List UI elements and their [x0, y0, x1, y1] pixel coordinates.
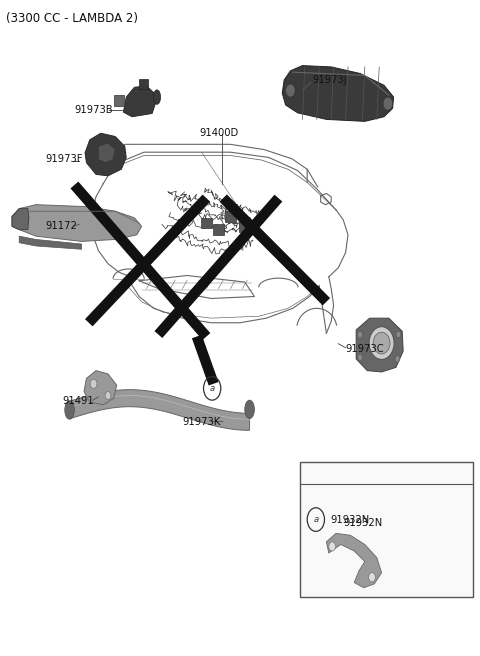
Ellipse shape: [153, 90, 160, 104]
Polygon shape: [326, 533, 382, 588]
Circle shape: [329, 542, 336, 551]
Polygon shape: [98, 143, 115, 163]
Text: 91491: 91491: [62, 396, 94, 407]
Text: a: a: [313, 515, 318, 524]
Polygon shape: [68, 390, 250, 430]
Circle shape: [105, 392, 111, 400]
Text: a: a: [210, 384, 215, 393]
Polygon shape: [123, 86, 156, 117]
Text: 91932N: 91932N: [330, 514, 370, 525]
Ellipse shape: [369, 327, 394, 359]
Circle shape: [396, 331, 401, 338]
Polygon shape: [356, 318, 403, 372]
Polygon shape: [282, 66, 394, 121]
Text: 91973J: 91973J: [312, 75, 347, 85]
Text: (3300 CC - LAMBDA 2): (3300 CC - LAMBDA 2): [6, 12, 138, 25]
Bar: [201, 218, 212, 228]
Circle shape: [358, 331, 362, 338]
Polygon shape: [12, 209, 29, 230]
Bar: [239, 221, 251, 232]
Text: 91973B: 91973B: [74, 104, 113, 115]
Ellipse shape: [245, 400, 254, 419]
Polygon shape: [85, 133, 126, 176]
Bar: [114, 95, 124, 106]
Circle shape: [369, 573, 375, 582]
Text: 91400D: 91400D: [199, 128, 239, 138]
Circle shape: [358, 354, 362, 361]
Circle shape: [383, 97, 393, 110]
Text: 91973K: 91973K: [182, 417, 221, 428]
Circle shape: [90, 379, 97, 388]
Circle shape: [395, 356, 400, 362]
Text: 91932N: 91932N: [343, 518, 383, 529]
Circle shape: [286, 84, 295, 97]
Text: 91973C: 91973C: [346, 344, 384, 354]
Bar: [213, 224, 224, 235]
Bar: [225, 211, 236, 222]
Polygon shape: [12, 205, 142, 241]
Text: 91172: 91172: [46, 221, 77, 232]
Polygon shape: [84, 371, 117, 405]
Ellipse shape: [373, 332, 390, 354]
Bar: [300, 462, 473, 597]
Bar: [139, 79, 148, 89]
Polygon shape: [19, 236, 82, 249]
Ellipse shape: [65, 401, 74, 419]
Text: 91973F: 91973F: [46, 154, 83, 165]
